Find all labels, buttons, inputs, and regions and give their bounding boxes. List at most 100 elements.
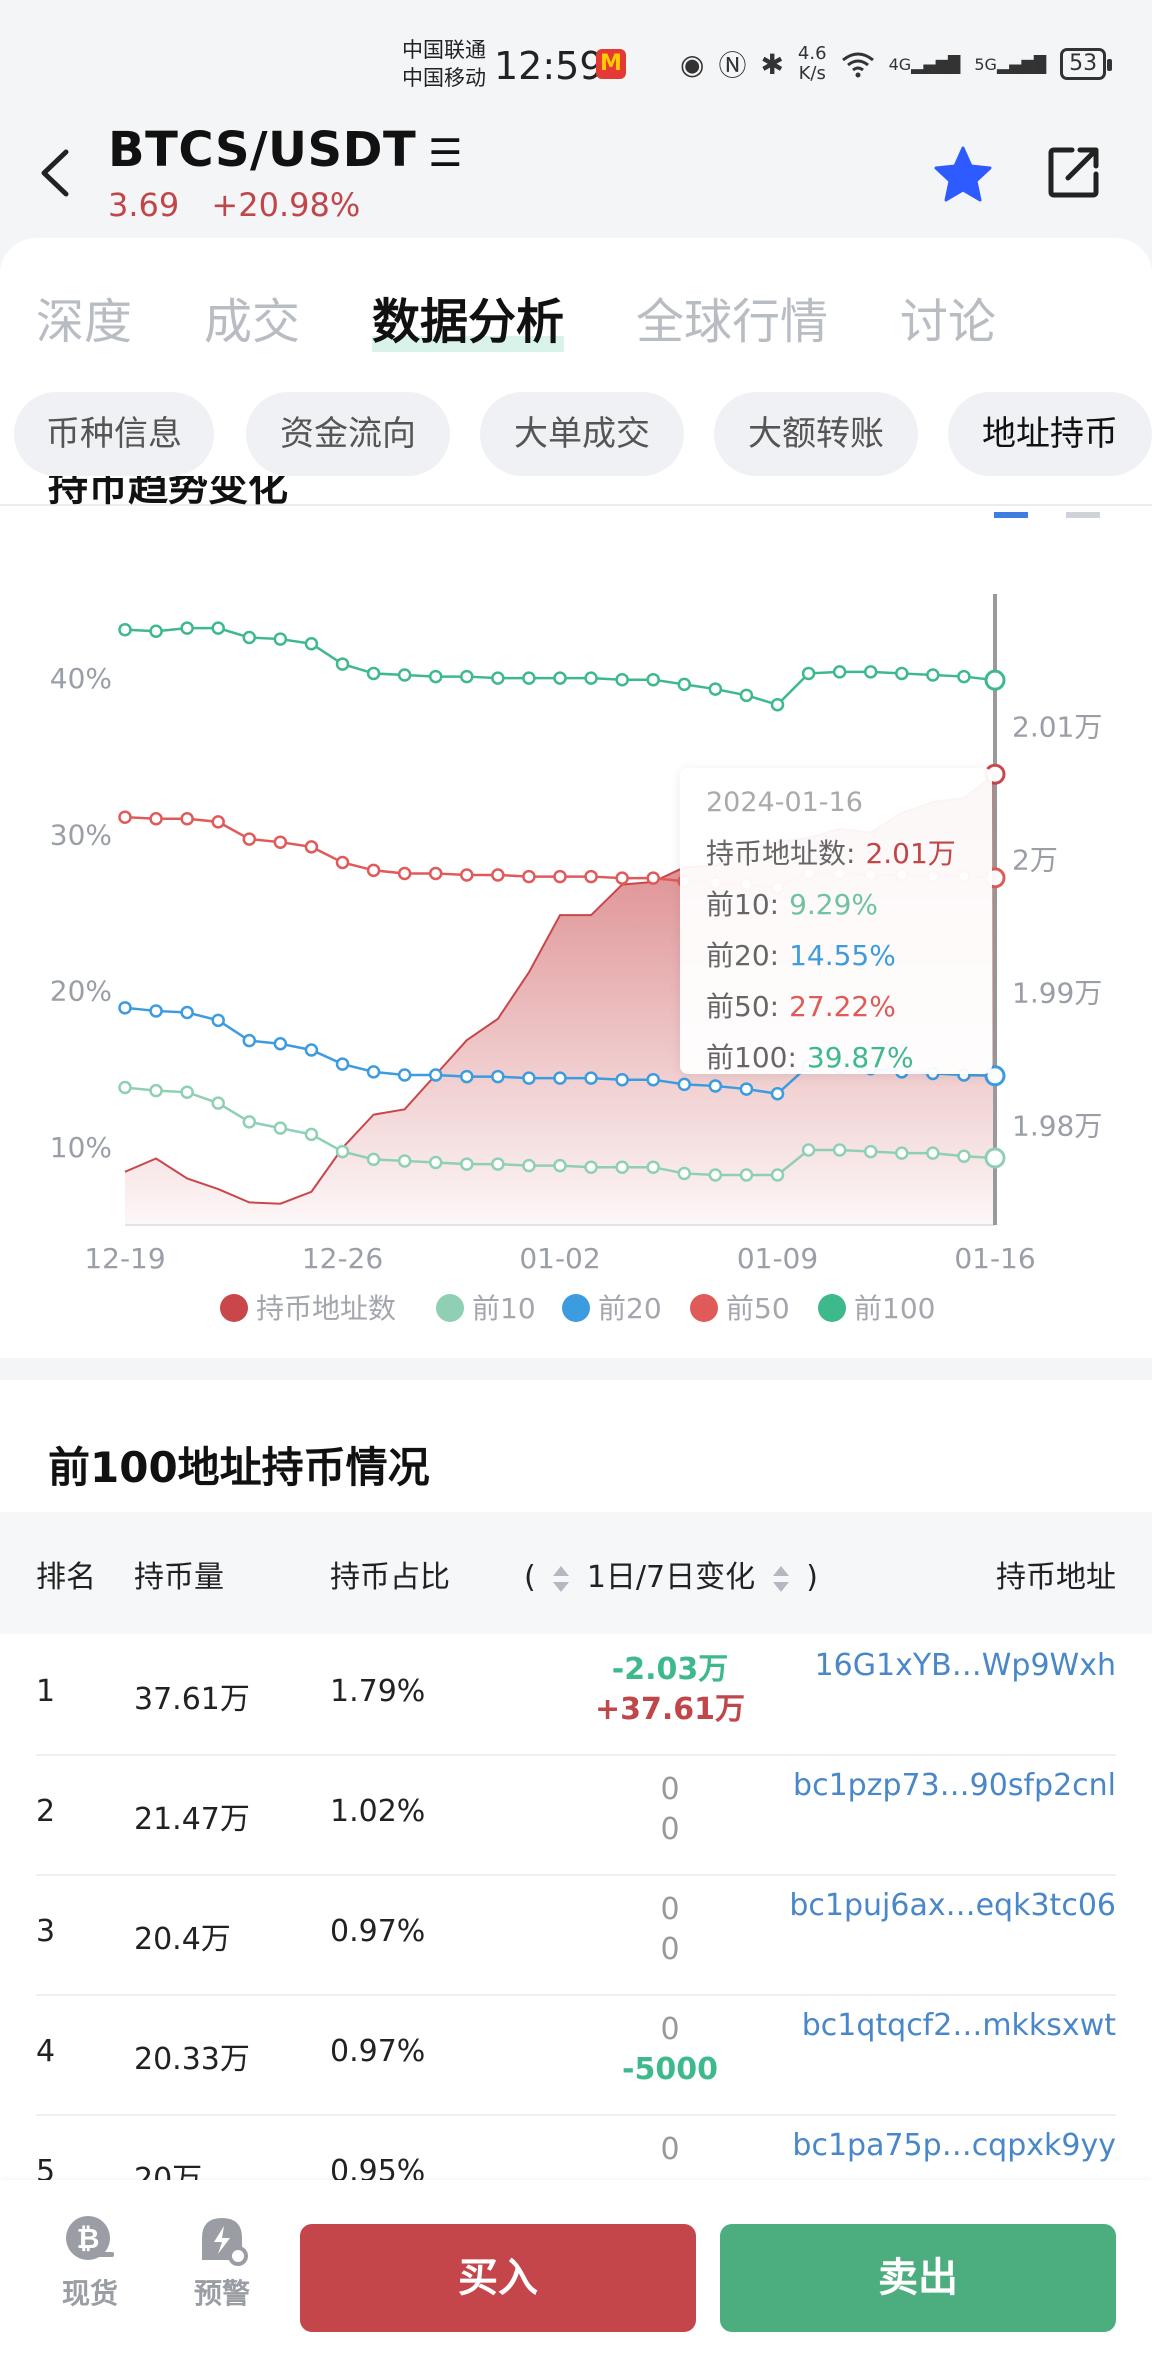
tab-depth[interactable]: 深度 [36, 294, 133, 350]
table-row[interactable]: 5 20万 0.95% 0 bc1pa75p…cqpxk9yy [0, 2114, 1152, 2180]
data-point-top10 [366, 1152, 381, 1167]
row-address-link[interactable]: 16G1xYB…Wp9Wxh [814, 1648, 1116, 1683]
header-change[interactable]: ( 1日/7日变化 ) [524, 1560, 818, 1595]
data-point-top10 [460, 1157, 474, 1171]
legend-swatch [562, 1294, 590, 1322]
row-change: 0 -5000 [540, 2010, 800, 2090]
table-title: 前100地址持币情况 [48, 1443, 430, 1492]
row-amount: 20.33万 [134, 2042, 250, 2077]
data-point-top10 [863, 1144, 878, 1159]
carrier-info: 中国联通 中国移动 [402, 36, 486, 92]
data-point-top100 [957, 669, 971, 684]
data-point-top10 [211, 1096, 225, 1110]
data-point-top50 [553, 869, 567, 884]
data-point-top10 [926, 1146, 940, 1160]
data-point-top50 [118, 810, 132, 824]
sort-1d-icon[interactable] [551, 1564, 571, 1594]
tab-discussion[interactable]: 讨论 [900, 294, 997, 350]
data-point-top10 [832, 1143, 847, 1157]
header-amount: 持币量 [134, 1560, 224, 1595]
table-row[interactable]: 2 21.47万 1.02% 0 0 bc1pzp73…90sfp2cnl [0, 1754, 1152, 1874]
price-line: 3.69 +20.98% [108, 186, 360, 224]
tooltip-row-addresses: 持币地址数: 2.01万 [706, 837, 956, 870]
row-change: 0 0 [540, 1770, 800, 1850]
legend-toggle-icon [1066, 512, 1100, 518]
data-point-top100 [366, 666, 381, 681]
row-amount: 20万 [134, 2162, 203, 2180]
sub-tab-fund-flow[interactable]: 资金流向 [246, 392, 450, 476]
chart-tooltip: 2024-01-16 持币地址数: 2.01万 前10: 9.29% 前20: 14.… [680, 768, 992, 1074]
price-change: +20.98% [211, 186, 361, 224]
data-point-top100 [553, 671, 567, 685]
bitcoin-spot-icon: ₿ [66, 2216, 114, 2260]
tab-data-analysis[interactable]: 数据分析 [372, 282, 565, 352]
data-point-top100 [397, 668, 412, 682]
favorite-star-icon[interactable] [932, 144, 994, 206]
y-left-tick-label: 40% [50, 662, 112, 695]
app-notification-icon: M [596, 49, 626, 79]
row-ratio: 0.95% [330, 2154, 426, 2180]
data-point-top50 [615, 871, 629, 885]
sub-tab-large-transfers[interactable]: 大额转账 [714, 392, 918, 476]
change-7d: -5000 [622, 2052, 718, 2087]
sub-tab-large-trades[interactable]: 大单成交 [480, 392, 684, 476]
sort-7d-icon[interactable] [771, 1564, 791, 1594]
row-rank: 1 [36, 1674, 56, 1709]
row-address-link[interactable]: bc1puj6ax…eqk3tc06 [789, 1888, 1116, 1923]
data-point-top10 [273, 1121, 288, 1135]
data-point-top10 [708, 1168, 723, 1182]
tab-trades[interactable]: 成交 [204, 294, 301, 350]
data-point-top10 [677, 1166, 692, 1181]
y-right-tick-label: 1.99万 [1012, 976, 1102, 1009]
row-address-link[interactable]: bc1pzp73…90sfp2cnl [793, 1768, 1116, 1803]
header-address: 持币地址 [996, 1560, 1116, 1595]
tooltip-row-top100: 前100: 39.87% [706, 1041, 914, 1074]
data-point-top50 [522, 869, 536, 884]
table-row[interactable]: 1 37.61万 1.79% -2.03万 +37.61万 16G1xYB…Wp… [0, 1634, 1152, 1754]
table-row[interactable]: 4 20.33万 0.97% 0 -5000 bc1qtqcf2…mkksxwt [0, 1994, 1152, 2114]
data-point-top20 [491, 1069, 505, 1084]
alert-nav[interactable]: 预警 [172, 2212, 272, 2312]
row-rank: 3 [36, 1914, 56, 1949]
y-right-tick-label: 1.98万 [1012, 1109, 1102, 1142]
pair-menu-icon[interactable]: ☰ [428, 131, 463, 175]
sub-tab-address-holdings[interactable]: 地址持币 [948, 392, 1152, 476]
back-icon[interactable] [36, 148, 76, 198]
spot-nav[interactable]: ₿ 现货 [40, 2212, 140, 2312]
y-left-tick-label: 20% [50, 975, 112, 1008]
sub-tab-coin-info[interactable]: 币种信息 [14, 392, 214, 476]
clock: 12:59 [494, 44, 604, 88]
data-point-top20 [708, 1079, 723, 1093]
row-rank: 4 [36, 2034, 56, 2069]
change-1d: -2.03万 [611, 1652, 729, 1687]
data-point-top100 [801, 666, 816, 681]
data-point-top10 [491, 1157, 505, 1171]
row-address-link[interactable]: bc1qtqcf2…mkksxwt [801, 2008, 1116, 2043]
row-change: -2.03万 +37.61万 [540, 1650, 800, 1730]
y-right-tick-label: 2.01万 [1012, 710, 1102, 743]
data-point-top20 [584, 1071, 598, 1085]
share-icon[interactable] [1046, 144, 1102, 200]
legend-swatch [818, 1294, 846, 1322]
data-point-top20 [118, 1001, 132, 1015]
change-1d: 0 [660, 1772, 680, 1807]
n-mark-icon: Ⓝ [718, 49, 747, 82]
row-rank: 5 [36, 2154, 56, 2180]
data-point-top10 [304, 1127, 319, 1142]
tab-global-market[interactable]: 全球行情 [636, 294, 829, 350]
data-point-top10 [335, 1144, 350, 1159]
status-bar: 中国联通 中国移动 12:59 M ◉ Ⓝ ✱ 4.6 K/s 4G▂▄▆█ 5… [0, 0, 1152, 130]
sell-button[interactable]: 卖出 [720, 2224, 1116, 2332]
data-point-top10 [957, 1149, 971, 1163]
row-address-link[interactable]: bc1pa75p…cqpxk9yy [792, 2128, 1116, 2163]
data-point-top100 [491, 671, 505, 685]
legend-label: 前100 [854, 1292, 935, 1325]
buy-button[interactable]: 买入 [300, 2224, 696, 2332]
pair-title[interactable]: BTCS/USDT ☰ [108, 122, 463, 178]
data-point-top20 [460, 1069, 474, 1084]
data-point-top100 [211, 621, 225, 635]
table-row[interactable]: 3 20.4万 0.97% 0 0 bc1puj6ax…eqk3tc06 [0, 1874, 1152, 1994]
x-tick-label: 12-19 [84, 1242, 165, 1275]
change-7d: 0 [660, 1812, 680, 1847]
row-change: 0 [540, 2130, 800, 2170]
